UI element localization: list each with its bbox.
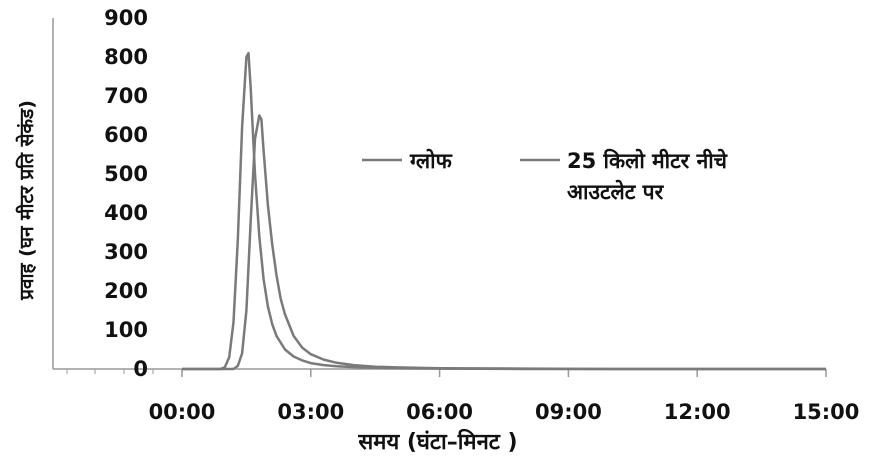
x-tick-label: 03:00 bbox=[277, 400, 344, 424]
legend: ग्लोफ 25 किलो मीटर नीचे आउटलेट पर bbox=[362, 148, 729, 204]
x-tick-label: 09:00 bbox=[535, 400, 602, 424]
y-axis-title: प्रवाह (घन मीटर प्रति सेकंड) bbox=[15, 100, 38, 301]
y-tick-label: 0 bbox=[133, 357, 148, 381]
series-lines bbox=[182, 51, 826, 371]
ticks: 0 100 200 300 400 500 600 700 800 900 00:00 03:00 06… bbox=[66, 6, 860, 424]
legend-label-glof: ग्लोफ bbox=[409, 148, 453, 173]
y-tick-label: 700 bbox=[104, 84, 148, 108]
y-tick-label: 500 bbox=[104, 162, 148, 186]
legend-label-outlet-line2: आउटलेट पर bbox=[567, 179, 665, 204]
y-tick-label: 900 bbox=[104, 6, 148, 30]
x-tick-label: 15:00 bbox=[793, 400, 860, 424]
y-tick-label: 600 bbox=[104, 123, 148, 147]
y-tick-label: 300 bbox=[104, 240, 148, 264]
x-tick-label: 06:00 bbox=[406, 400, 473, 424]
y-tick-label: 200 bbox=[104, 279, 148, 303]
x-tick-label: 12:00 bbox=[664, 400, 731, 424]
y-tick-label: 100 bbox=[104, 318, 148, 342]
x-tick-label: 00:00 bbox=[149, 400, 216, 424]
legend-label-outlet-line1: 25 किलो मीटर नीचे bbox=[567, 148, 729, 173]
x-axis-title: समय (घंटा–मिनट ) bbox=[357, 428, 517, 455]
series-line-2 bbox=[182, 114, 826, 371]
y-tick-label: 400 bbox=[104, 201, 148, 225]
y-tick-label: 800 bbox=[104, 45, 148, 69]
axes bbox=[52, 18, 826, 370]
series-line-1 bbox=[182, 51, 826, 371]
